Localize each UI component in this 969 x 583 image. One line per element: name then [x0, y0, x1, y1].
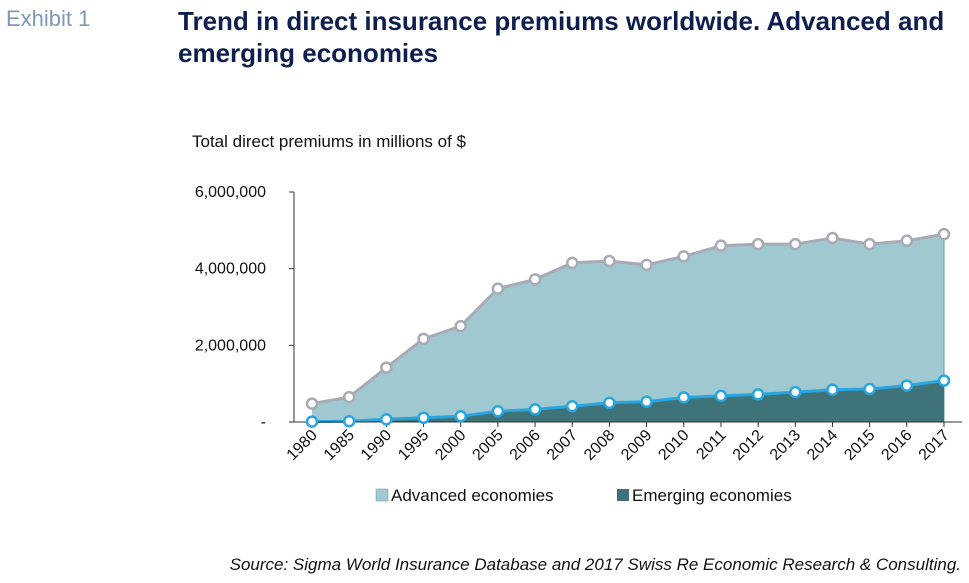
- emerging-point: [417, 411, 430, 425]
- advanced-point: [900, 234, 914, 247]
- advanced-point: [863, 237, 876, 251]
- chart-markers: [305, 227, 951, 428]
- emerging-point: [380, 413, 393, 426]
- emerging-point: [528, 403, 542, 416]
- emerging-point: [751, 388, 765, 401]
- advanced-point: [677, 250, 691, 263]
- exhibit-label: Exhibit 1: [6, 6, 91, 31]
- x-tick-label: 1980: [284, 427, 321, 464]
- advanced-point: [565, 256, 579, 270]
- x-tick-label: 2005: [470, 427, 507, 464]
- chart-legend: Advanced economies Emerging economies: [375, 486, 792, 505]
- emerging-point: [565, 400, 579, 413]
- x-tick-label: 2006: [507, 427, 544, 464]
- advanced-point: [640, 258, 653, 272]
- advanced-point: [342, 390, 356, 404]
- x-tick-label: 2007: [544, 427, 581, 464]
- advanced-point: [789, 237, 802, 251]
- emerging-point: [900, 379, 914, 392]
- chart-areas: [311, 232, 945, 424]
- advanced-point: [454, 319, 467, 333]
- legend-swatch-emerging: [617, 489, 629, 501]
- x-tick-label: 1985: [321, 427, 358, 464]
- advanced-point: [491, 282, 505, 295]
- y-tick-label: 4,000,000: [195, 261, 266, 278]
- x-tick-label: 2017: [916, 427, 953, 464]
- emerging-point: [937, 374, 951, 387]
- source-note: Source: Sigma World Insurance Database a…: [229, 555, 961, 574]
- emerging-point: [454, 410, 467, 423]
- x-tick-label: 2000: [432, 427, 469, 464]
- x-tick-label: 1995: [395, 427, 432, 464]
- x-tick-label: 2011: [693, 427, 729, 463]
- advanced-point: [826, 231, 839, 245]
- y-tick-label: 2,000,000: [195, 337, 266, 354]
- advanced-point: [603, 254, 616, 268]
- emerging-point: [342, 414, 356, 428]
- y-tick-label: 6,000,000: [195, 184, 266, 201]
- x-tick-label: 2015: [841, 427, 878, 464]
- emerging-point: [491, 405, 505, 418]
- x-tick-label: 2010: [655, 427, 692, 464]
- x-tick-label: 2013: [767, 427, 804, 464]
- emerging-point: [789, 385, 802, 399]
- x-tick-label: 2016: [878, 427, 915, 464]
- emerging-point: [826, 383, 839, 397]
- x-tick-label: 2012: [730, 427, 767, 464]
- x-tick-label: 1990: [358, 427, 395, 464]
- emerging-point: [714, 389, 728, 403]
- emerging-area: [312, 380, 944, 422]
- emerging-point: [677, 391, 691, 404]
- emerging-point: [640, 395, 653, 408]
- emerging-point: [305, 415, 319, 428]
- advanced-point: [714, 239, 728, 252]
- legend-label-emerging: Emerging economies: [632, 486, 792, 505]
- advanced-point: [380, 361, 393, 374]
- advanced-point: [751, 237, 765, 251]
- emerging-point: [603, 396, 616, 410]
- advanced-point: [305, 397, 319, 410]
- y-tick-label: -: [261, 414, 266, 431]
- advanced-line: [311, 232, 945, 406]
- x-tick-label: 2014: [804, 427, 841, 464]
- advanced-point: [937, 227, 951, 241]
- advanced-point: [417, 332, 430, 346]
- advanced-point: [528, 273, 542, 286]
- legend-swatch-advanced: [375, 488, 389, 502]
- x-tick-label: 2008: [581, 427, 618, 464]
- y-axis-title: Total direct premiums in millions of $: [192, 132, 466, 151]
- legend-label-advanced: Advanced economies: [391, 486, 554, 505]
- advanced-area: [312, 234, 944, 422]
- emerging-point: [863, 382, 876, 396]
- x-tick-label: 2009: [618, 427, 655, 464]
- chart-title: Trend in direct insurance premiums world…: [178, 6, 945, 68]
